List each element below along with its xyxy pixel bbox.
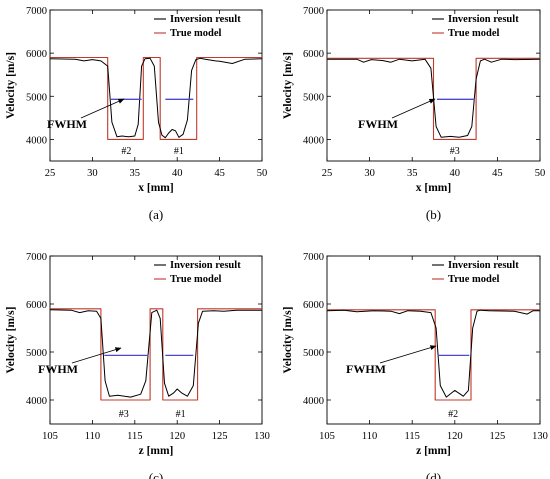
x-tick-label: 30 bbox=[87, 168, 98, 179]
panel-label: (d) bbox=[426, 470, 441, 479]
y-tick-label: 4000 bbox=[303, 396, 324, 407]
defect-marker-label: #1 bbox=[176, 409, 186, 420]
x-tick-label: 25 bbox=[322, 168, 333, 179]
panel-a: 25 30 35 40 45 50 4000 5000 6000 7000 x [mm] Veloci… bbox=[5, 6, 267, 222]
fwhm-label: FWHM bbox=[47, 117, 87, 131]
y-tick-label: 4000 bbox=[26, 135, 47, 146]
series-line-true-model bbox=[327, 57, 540, 140]
x-tick-label: 45 bbox=[492, 168, 503, 179]
y-tick-label: 5000 bbox=[303, 348, 324, 359]
x-axis-label: z [mm] bbox=[416, 445, 451, 457]
series-line-inversion-result bbox=[49, 309, 262, 398]
legend-label: True model bbox=[448, 28, 500, 39]
y-tick-label: 6000 bbox=[303, 300, 324, 311]
y-tick-label: 6000 bbox=[303, 49, 324, 60]
panel-c: 105 110 115 120 125 130 4000 5000 6000 7000 z [mm]… bbox=[5, 252, 270, 479]
y-tick-label: 7000 bbox=[303, 6, 324, 17]
x-tick-label: 50 bbox=[257, 168, 268, 179]
series-line-true-model bbox=[50, 56, 262, 140]
x-tick-label: 125 bbox=[490, 431, 506, 442]
x-tick-label: 110 bbox=[362, 431, 377, 442]
x-tick-label: 105 bbox=[42, 431, 58, 442]
x-axis-label: x [mm] bbox=[416, 182, 451, 194]
x-axis-label: x [mm] bbox=[138, 182, 173, 194]
defect-marker-label: #2 bbox=[448, 409, 458, 420]
fwhm-label: FWHM bbox=[358, 117, 398, 131]
y-tick-label: 7000 bbox=[26, 252, 47, 263]
x-tick-label: 45 bbox=[214, 168, 225, 179]
fwhm-arrow bbox=[71, 347, 122, 364]
series-line-inversion-result bbox=[326, 309, 540, 398]
plot-frame bbox=[49, 9, 263, 162]
x-tick-label: 40 bbox=[450, 168, 461, 179]
series-line-inversion-result bbox=[49, 57, 263, 139]
y-axis-label: Velocity [m/s] bbox=[5, 52, 17, 119]
y-tick-label: 7000 bbox=[26, 6, 47, 17]
defect-marker-label: #3 bbox=[119, 409, 129, 420]
y-tick-label: 4000 bbox=[303, 135, 324, 146]
fwhm-label: FWHM bbox=[346, 362, 386, 376]
legend-label: Inversion result bbox=[448, 260, 519, 271]
x-tick-label: 35 bbox=[407, 168, 418, 179]
y-axis-label: Velocity [m/s] bbox=[282, 307, 294, 374]
x-tick-label: 25 bbox=[45, 168, 56, 179]
x-tick-label: 125 bbox=[212, 431, 228, 442]
panel-b: 25 30 35 40 45 50 4000 5000 6000 7000 x [mm] Veloci… bbox=[282, 6, 545, 222]
legend-label: Inversion result bbox=[170, 14, 241, 25]
plot-frame bbox=[326, 9, 541, 162]
panel-label: (c) bbox=[149, 470, 163, 479]
x-tick-label: 130 bbox=[254, 431, 270, 442]
x-axis-label: z [mm] bbox=[139, 445, 174, 457]
legend-label: True model bbox=[170, 28, 222, 39]
y-tick-label: 6000 bbox=[26, 300, 47, 311]
series-line-true-model bbox=[327, 309, 540, 401]
x-tick-label: 130 bbox=[532, 431, 548, 442]
legend-label: Inversion result bbox=[448, 14, 519, 25]
legend-label: True model bbox=[448, 274, 500, 285]
x-tick-label: 110 bbox=[85, 431, 100, 442]
y-tick-label: 4000 bbox=[26, 396, 47, 407]
y-tick-label: 6000 bbox=[26, 49, 47, 60]
x-tick-label: 40 bbox=[172, 168, 183, 179]
fwhm-arrow bbox=[80, 98, 125, 119]
plot-frame bbox=[326, 255, 541, 425]
fwhm-arrow bbox=[391, 98, 436, 119]
y-tick-label: 5000 bbox=[26, 92, 47, 103]
x-tick-label: 30 bbox=[364, 168, 375, 179]
y-tick-label: 5000 bbox=[26, 348, 47, 359]
y-axis-label: Velocity [m/s] bbox=[5, 307, 17, 374]
x-tick-label: 115 bbox=[127, 431, 142, 442]
fwhm-label: FWHM bbox=[38, 362, 78, 376]
panel-d: 105 110 115 120 125 130 4000 5000 6000 7000 z [mm]… bbox=[282, 252, 548, 479]
x-tick-label: 35 bbox=[130, 168, 141, 179]
plot-frame bbox=[49, 255, 263, 425]
y-tick-label: 7000 bbox=[303, 252, 324, 263]
panel-label: (a) bbox=[149, 207, 163, 222]
x-tick-label: 50 bbox=[535, 168, 546, 179]
legend-label: Inversion result bbox=[170, 260, 241, 271]
defect-marker-label: #1 bbox=[174, 146, 184, 157]
x-tick-label: 120 bbox=[447, 431, 463, 442]
x-tick-label: 120 bbox=[169, 431, 185, 442]
y-tick-label: 5000 bbox=[303, 92, 324, 103]
x-tick-label: 105 bbox=[319, 431, 335, 442]
panel-label: (b) bbox=[426, 207, 441, 222]
y-axis-label: Velocity [m/s] bbox=[282, 52, 294, 119]
fwhm-arrow bbox=[379, 345, 437, 364]
series-line-inversion-result bbox=[327, 58, 541, 138]
legend-label: True model bbox=[170, 274, 222, 285]
x-tick-label: 115 bbox=[405, 431, 420, 442]
defect-marker-label: #2 bbox=[121, 146, 131, 157]
series-line-true-model bbox=[50, 308, 262, 401]
defect-marker-label: #3 bbox=[450, 146, 460, 157]
